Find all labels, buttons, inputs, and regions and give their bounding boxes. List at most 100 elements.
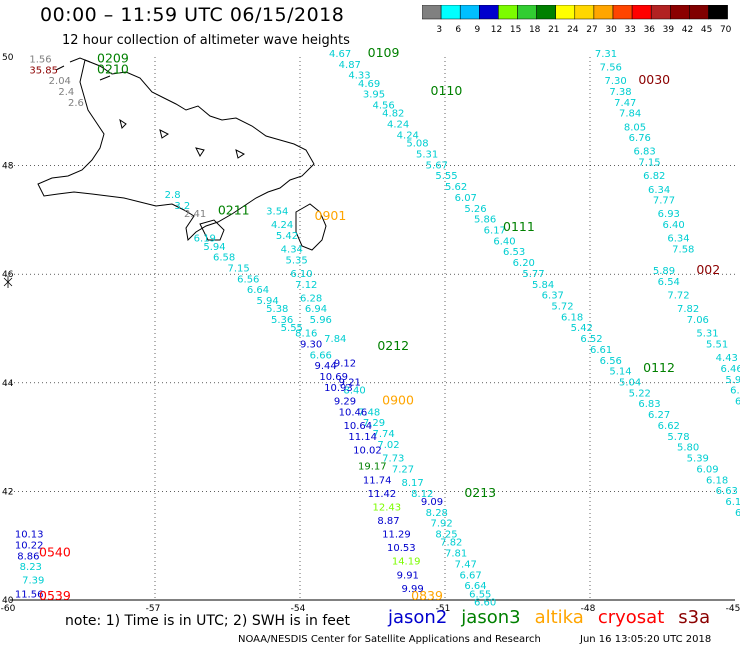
pass-time-label: 0111 bbox=[503, 219, 535, 234]
scale-label: 18 bbox=[529, 25, 541, 35]
swh-value: 5.08 bbox=[406, 139, 428, 150]
pass-time-label: 0213 bbox=[464, 485, 496, 500]
swh-value: 11.29 bbox=[382, 530, 411, 541]
swh-value: 6.64 bbox=[464, 581, 486, 592]
pass-time-label: 0212 bbox=[377, 338, 409, 353]
lat-tick-label: 42 bbox=[2, 487, 13, 497]
swh-value: 4.56 bbox=[373, 101, 395, 112]
swh-value: 6.46 bbox=[721, 364, 740, 375]
swh-value: 9.12 bbox=[334, 359, 356, 370]
swh-value: 6.53 bbox=[503, 247, 525, 258]
swh-value: 5.62 bbox=[445, 182, 467, 193]
scale-label: 42 bbox=[682, 25, 693, 35]
swh-value: 7.48 bbox=[358, 407, 380, 418]
swh-value: 6.56 bbox=[237, 274, 259, 285]
swh-value: 3.95 bbox=[363, 90, 385, 101]
swh-value: 7.39 bbox=[22, 576, 44, 587]
swh-value: 6.01 bbox=[735, 508, 740, 519]
swh-value: 5.67 bbox=[426, 160, 448, 171]
scale-label: 9 bbox=[475, 25, 481, 35]
axis-ticks: -60 -57 -54 -51 -48 -45 50 48 46 44 42 40 bbox=[1, 53, 740, 614]
swh-value: 4.69 bbox=[358, 79, 380, 90]
scale-label: 21 bbox=[548, 25, 559, 35]
swh-value: 7.81 bbox=[445, 549, 467, 560]
swh-value: 4.67 bbox=[329, 49, 351, 60]
swh-value: 5.77 bbox=[522, 269, 544, 280]
swh-value: 2.6 bbox=[68, 98, 84, 109]
swh-value: 6.17 bbox=[484, 225, 506, 236]
swh-value: 10.69 bbox=[319, 372, 348, 383]
swh-value: 6.62 bbox=[658, 421, 680, 432]
pass-time-label: 0540 bbox=[39, 545, 71, 560]
swh-value: 6.52 bbox=[580, 334, 602, 345]
swh-value: 5.96 bbox=[310, 315, 332, 326]
swh-value: 6.54 bbox=[658, 277, 680, 288]
swh-value: 7.47 bbox=[455, 559, 477, 570]
lat-lon-grid bbox=[10, 57, 735, 601]
swh-value: 10.64 bbox=[344, 421, 373, 432]
swh-value: 6.18 bbox=[706, 475, 728, 486]
swh-value: 5.55 bbox=[281, 323, 303, 334]
swh-value: 6.93 bbox=[658, 209, 680, 220]
swh-value: 5.55 bbox=[435, 171, 457, 182]
lon-tick-label: -54 bbox=[291, 604, 306, 614]
swh-value: 11.42 bbox=[368, 489, 397, 500]
swh-value: 5.22 bbox=[629, 388, 651, 399]
lat-tick-label: 40 bbox=[2, 596, 14, 606]
swh-value: 5.94 bbox=[203, 242, 225, 253]
swh-value: 2.04 bbox=[49, 76, 71, 87]
scale-label: 30 bbox=[605, 25, 617, 35]
swh-value: 9.21 bbox=[339, 378, 361, 389]
swh-value: 6.40 bbox=[663, 220, 685, 231]
swh-value: 6.60 bbox=[474, 597, 496, 608]
swh-value: 5.89 bbox=[653, 266, 675, 277]
pass-time-label: 002 bbox=[696, 262, 720, 277]
swh-value: 5.84 bbox=[532, 280, 554, 291]
swh-values: 1.5635.852.042.42.64.674.874.334.693.954… bbox=[15, 49, 740, 608]
swh-value: 5.14 bbox=[609, 367, 631, 378]
swh-value: 6.64 bbox=[247, 285, 269, 296]
compass-rose-icon bbox=[3, 276, 13, 288]
swh-value: 4.34 bbox=[281, 244, 303, 255]
swh-value: 3.54 bbox=[266, 206, 288, 217]
swh-value: 7.92 bbox=[431, 519, 453, 530]
swh-value: 4.87 bbox=[339, 60, 361, 71]
scale-label: 33 bbox=[624, 25, 635, 35]
swh-value: 6.09 bbox=[696, 464, 718, 475]
avalon-peninsula bbox=[295, 203, 327, 251]
scale-label: 36 bbox=[644, 25, 656, 35]
legend-jason3: jason3 bbox=[461, 607, 521, 628]
footnote: note: 1) Time is in UTC; 2) SWH is in fe… bbox=[65, 613, 351, 629]
swh-value: 10.46 bbox=[339, 407, 368, 418]
scale-label: 15 bbox=[510, 25, 521, 35]
swh-value: 8.87 bbox=[377, 516, 399, 527]
swh-value: 5.31 bbox=[696, 329, 718, 340]
scale-label: 6 bbox=[455, 25, 461, 35]
swh-value: 6.67 bbox=[460, 570, 482, 581]
swh-value: 6.63 bbox=[716, 486, 738, 497]
swh-value: 6.61 bbox=[590, 345, 612, 356]
swh-value: 7.56 bbox=[600, 63, 622, 74]
scale-label: 27 bbox=[586, 25, 597, 35]
swh-value: 6.83 bbox=[634, 147, 656, 158]
pass-time-label: 0109 bbox=[368, 45, 400, 60]
swh-value: 6.18 bbox=[561, 312, 583, 323]
swh-value: 7.72 bbox=[667, 291, 689, 302]
lat-tick-label: 44 bbox=[2, 379, 14, 389]
swh-value: 8.17 bbox=[402, 478, 424, 489]
pass-time-label: 0030 bbox=[638, 72, 670, 87]
scale-label: 39 bbox=[663, 25, 675, 35]
swh-value: 6.55 bbox=[469, 589, 491, 600]
pass-time-label: 0209 bbox=[97, 50, 129, 65]
swh-value: 7.74 bbox=[373, 429, 395, 440]
credit-line: NOAA/NESDIS Center for Satellite Applica… bbox=[238, 634, 541, 645]
swh-value: 8.40 bbox=[344, 386, 366, 397]
swh-value: 2.41 bbox=[184, 209, 206, 220]
swh-value: 6.83 bbox=[638, 399, 660, 410]
lat-tick-label: 50 bbox=[2, 53, 14, 63]
swh-value: 6.19 bbox=[194, 234, 216, 245]
pass-time-label: 0839 bbox=[411, 588, 443, 603]
swh-value: 6.76 bbox=[629, 133, 651, 144]
